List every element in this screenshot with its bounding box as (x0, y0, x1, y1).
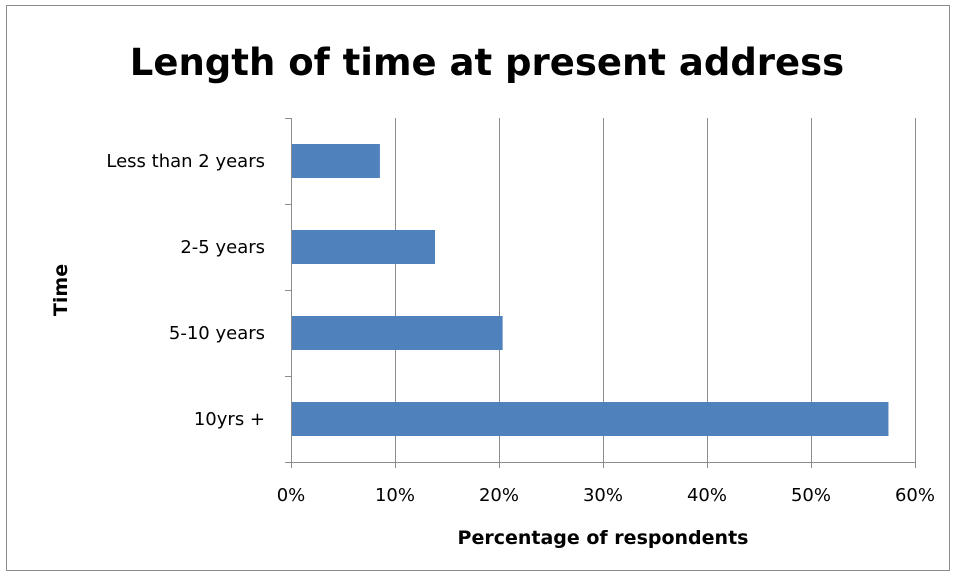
category-label: 10yrs + (194, 409, 265, 430)
bar (291, 230, 436, 264)
bar (291, 316, 503, 350)
category-labels: Less than 2 years 2-5 years 5-10 years 10yr… (106, 151, 265, 430)
axes (285, 118, 916, 468)
x-tick-label: 60% (895, 485, 935, 506)
x-axis-title: Percentage of respondents (458, 527, 749, 549)
category-label: 5-10 years (169, 323, 265, 344)
bar (291, 144, 380, 178)
y-axis-title: Time (50, 264, 72, 316)
x-tick-label: 40% (687, 485, 727, 506)
x-tick-label: 0% (277, 485, 306, 506)
chart-frame (6, 5, 950, 571)
bar (291, 402, 889, 436)
category-label: 2-5 years (180, 237, 265, 258)
bars (291, 144, 889, 436)
x-tick-labels: 0% 10% 20% 30% 40% 50% 60% (277, 485, 935, 506)
category-label: Less than 2 years (106, 151, 265, 172)
x-tick-label: 50% (791, 485, 831, 506)
x-tick-label: 30% (583, 485, 623, 506)
chart-title: Length of time at present address (130, 41, 844, 84)
x-tick-label: 20% (479, 485, 519, 506)
x-tick-label: 10% (375, 485, 415, 506)
